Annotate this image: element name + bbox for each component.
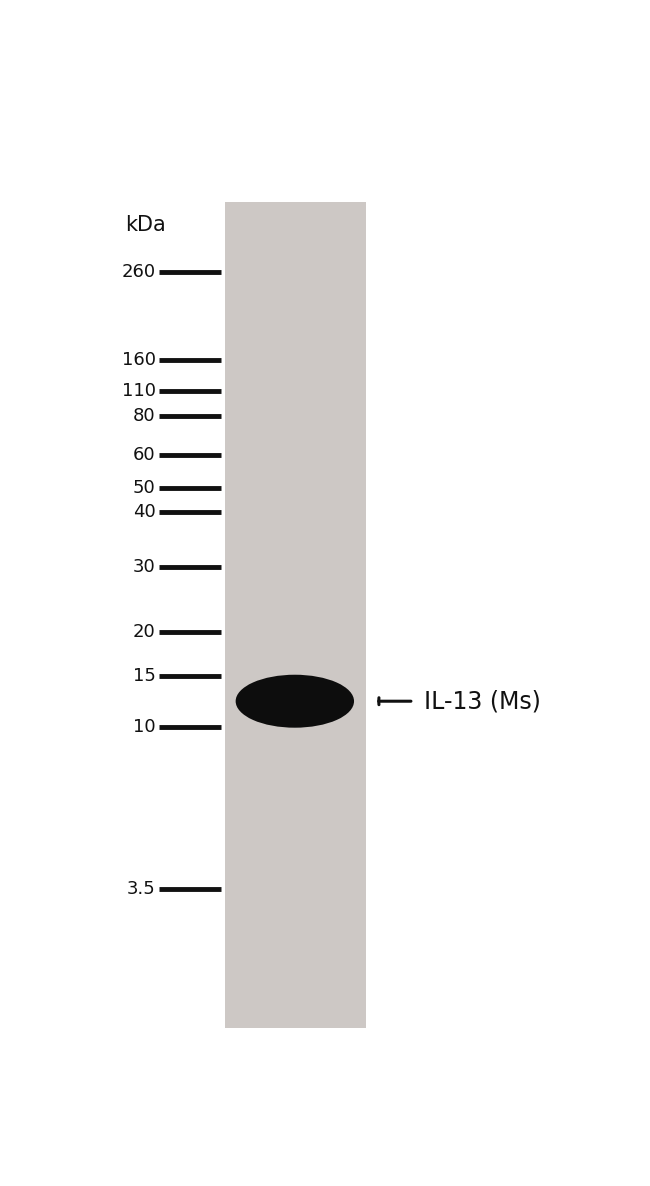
Text: 160: 160 <box>122 351 156 369</box>
Text: 3.5: 3.5 <box>127 880 156 898</box>
Text: 110: 110 <box>122 382 156 400</box>
Text: 20: 20 <box>133 623 156 640</box>
Text: 50: 50 <box>133 478 156 497</box>
Text: 10: 10 <box>133 718 156 735</box>
Text: 260: 260 <box>122 263 156 281</box>
Text: 80: 80 <box>133 407 156 426</box>
Text: 40: 40 <box>133 503 156 521</box>
Text: IL-13 (Ms): IL-13 (Ms) <box>424 689 541 713</box>
Text: kDa: kDa <box>125 215 166 235</box>
Text: 15: 15 <box>133 667 156 684</box>
Ellipse shape <box>236 675 354 728</box>
Text: 60: 60 <box>133 446 156 464</box>
Text: 30: 30 <box>133 557 156 576</box>
Bar <box>225 202 366 1028</box>
